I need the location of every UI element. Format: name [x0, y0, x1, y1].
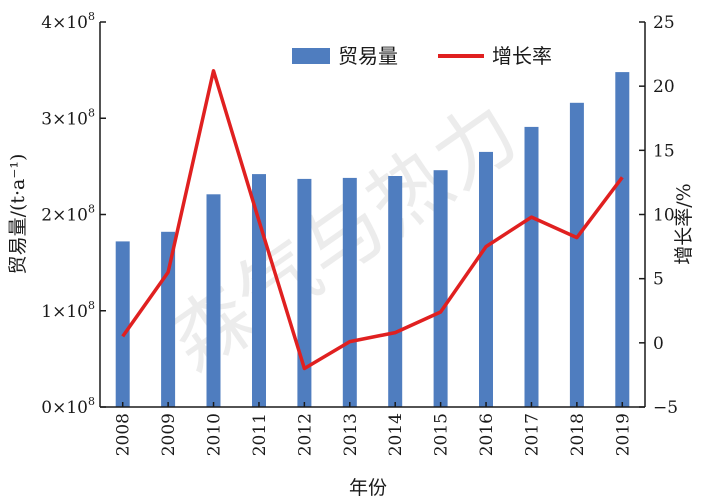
tick-label-right: 15 [653, 141, 675, 161]
bar [569, 102, 584, 408]
tick-label-x: 2014 [386, 413, 406, 456]
tick-label-right: 10 [653, 206, 675, 226]
tick-label-left: 2×108 [41, 203, 95, 226]
legend-line-label: 增长率 [492, 44, 552, 68]
tick-label-left: 1×108 [41, 299, 95, 322]
bar [206, 194, 221, 407]
tick-label-x: 2013 [341, 413, 361, 456]
bar [433, 170, 448, 407]
tick-label-left: 3×108 [41, 106, 95, 129]
tick-label-x: 2009 [159, 413, 179, 456]
tick-label-right: 0 [653, 334, 664, 354]
tick-label-right: −5 [653, 398, 678, 418]
tick-label-x: 2018 [568, 413, 588, 456]
bar [524, 126, 539, 408]
bar [388, 176, 403, 407]
tick-label-x: 2011 [250, 413, 270, 456]
tick-label-left: 0×108 [41, 395, 95, 418]
ticks-layer: 0×108 1×108 2×108 3×108 4×108 −5 0 5 10 15 20 25 200… [41, 10, 678, 456]
tick-label-x: 2012 [295, 413, 315, 456]
tick-label-x: 2017 [523, 413, 543, 456]
tick-label-x: 2010 [205, 413, 225, 456]
tick-label-left: 4×108 [41, 10, 95, 33]
tick-label-x: 2016 [477, 413, 497, 456]
tick-label-x: 2015 [432, 413, 452, 456]
y-axis-right-title: 增长率/% [673, 183, 695, 264]
growth-rate-line [121, 69, 624, 371]
bar [297, 178, 312, 407]
bar [342, 177, 357, 407]
x-axis-title: 年份 [349, 477, 387, 499]
tick-label-right: 20 [653, 77, 675, 97]
y-axis-left-title: 贸易量/(t·a⁻¹) [7, 154, 29, 275]
tick-label-x: 2019 [613, 413, 633, 456]
tick-label-x: 2008 [114, 413, 134, 456]
bar [479, 151, 493, 407]
line-layer [121, 69, 624, 371]
bar [615, 72, 630, 407]
legend-bar-label: 贸易量 [338, 44, 398, 68]
legend: 贸易量 增长率 [292, 44, 552, 68]
bar [115, 241, 130, 407]
tick-label-right: 5 [653, 270, 664, 290]
legend-bar-swatch [292, 48, 330, 64]
tick-label-right: 25 [653, 13, 675, 33]
